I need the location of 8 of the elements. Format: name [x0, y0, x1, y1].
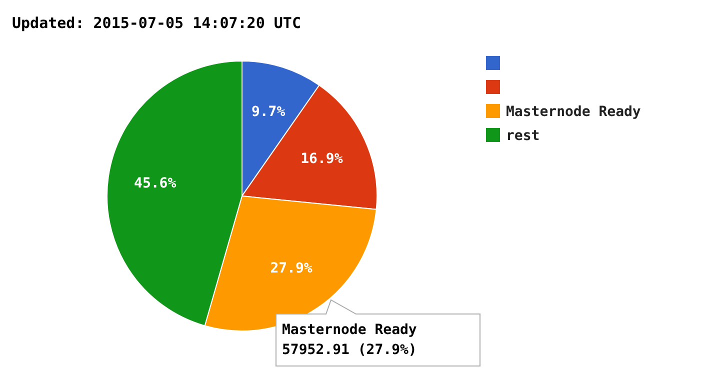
- legend-label: rest: [506, 128, 540, 144]
- data-label: 16.9%: [300, 151, 344, 168]
- chart-title: Updated: 2015-07-05 14:07:20 UTC: [12, 14, 301, 32]
- legend-label: Masternode Ready: [506, 104, 642, 120]
- text: Masternode Ready 57952.91 (27.9%): [282, 322, 418, 358]
- data-label: 9.7%: [251, 104, 286, 120]
- data-label: 27.9%: [270, 260, 313, 276]
- data-label: 45.6%: [134, 176, 177, 192]
